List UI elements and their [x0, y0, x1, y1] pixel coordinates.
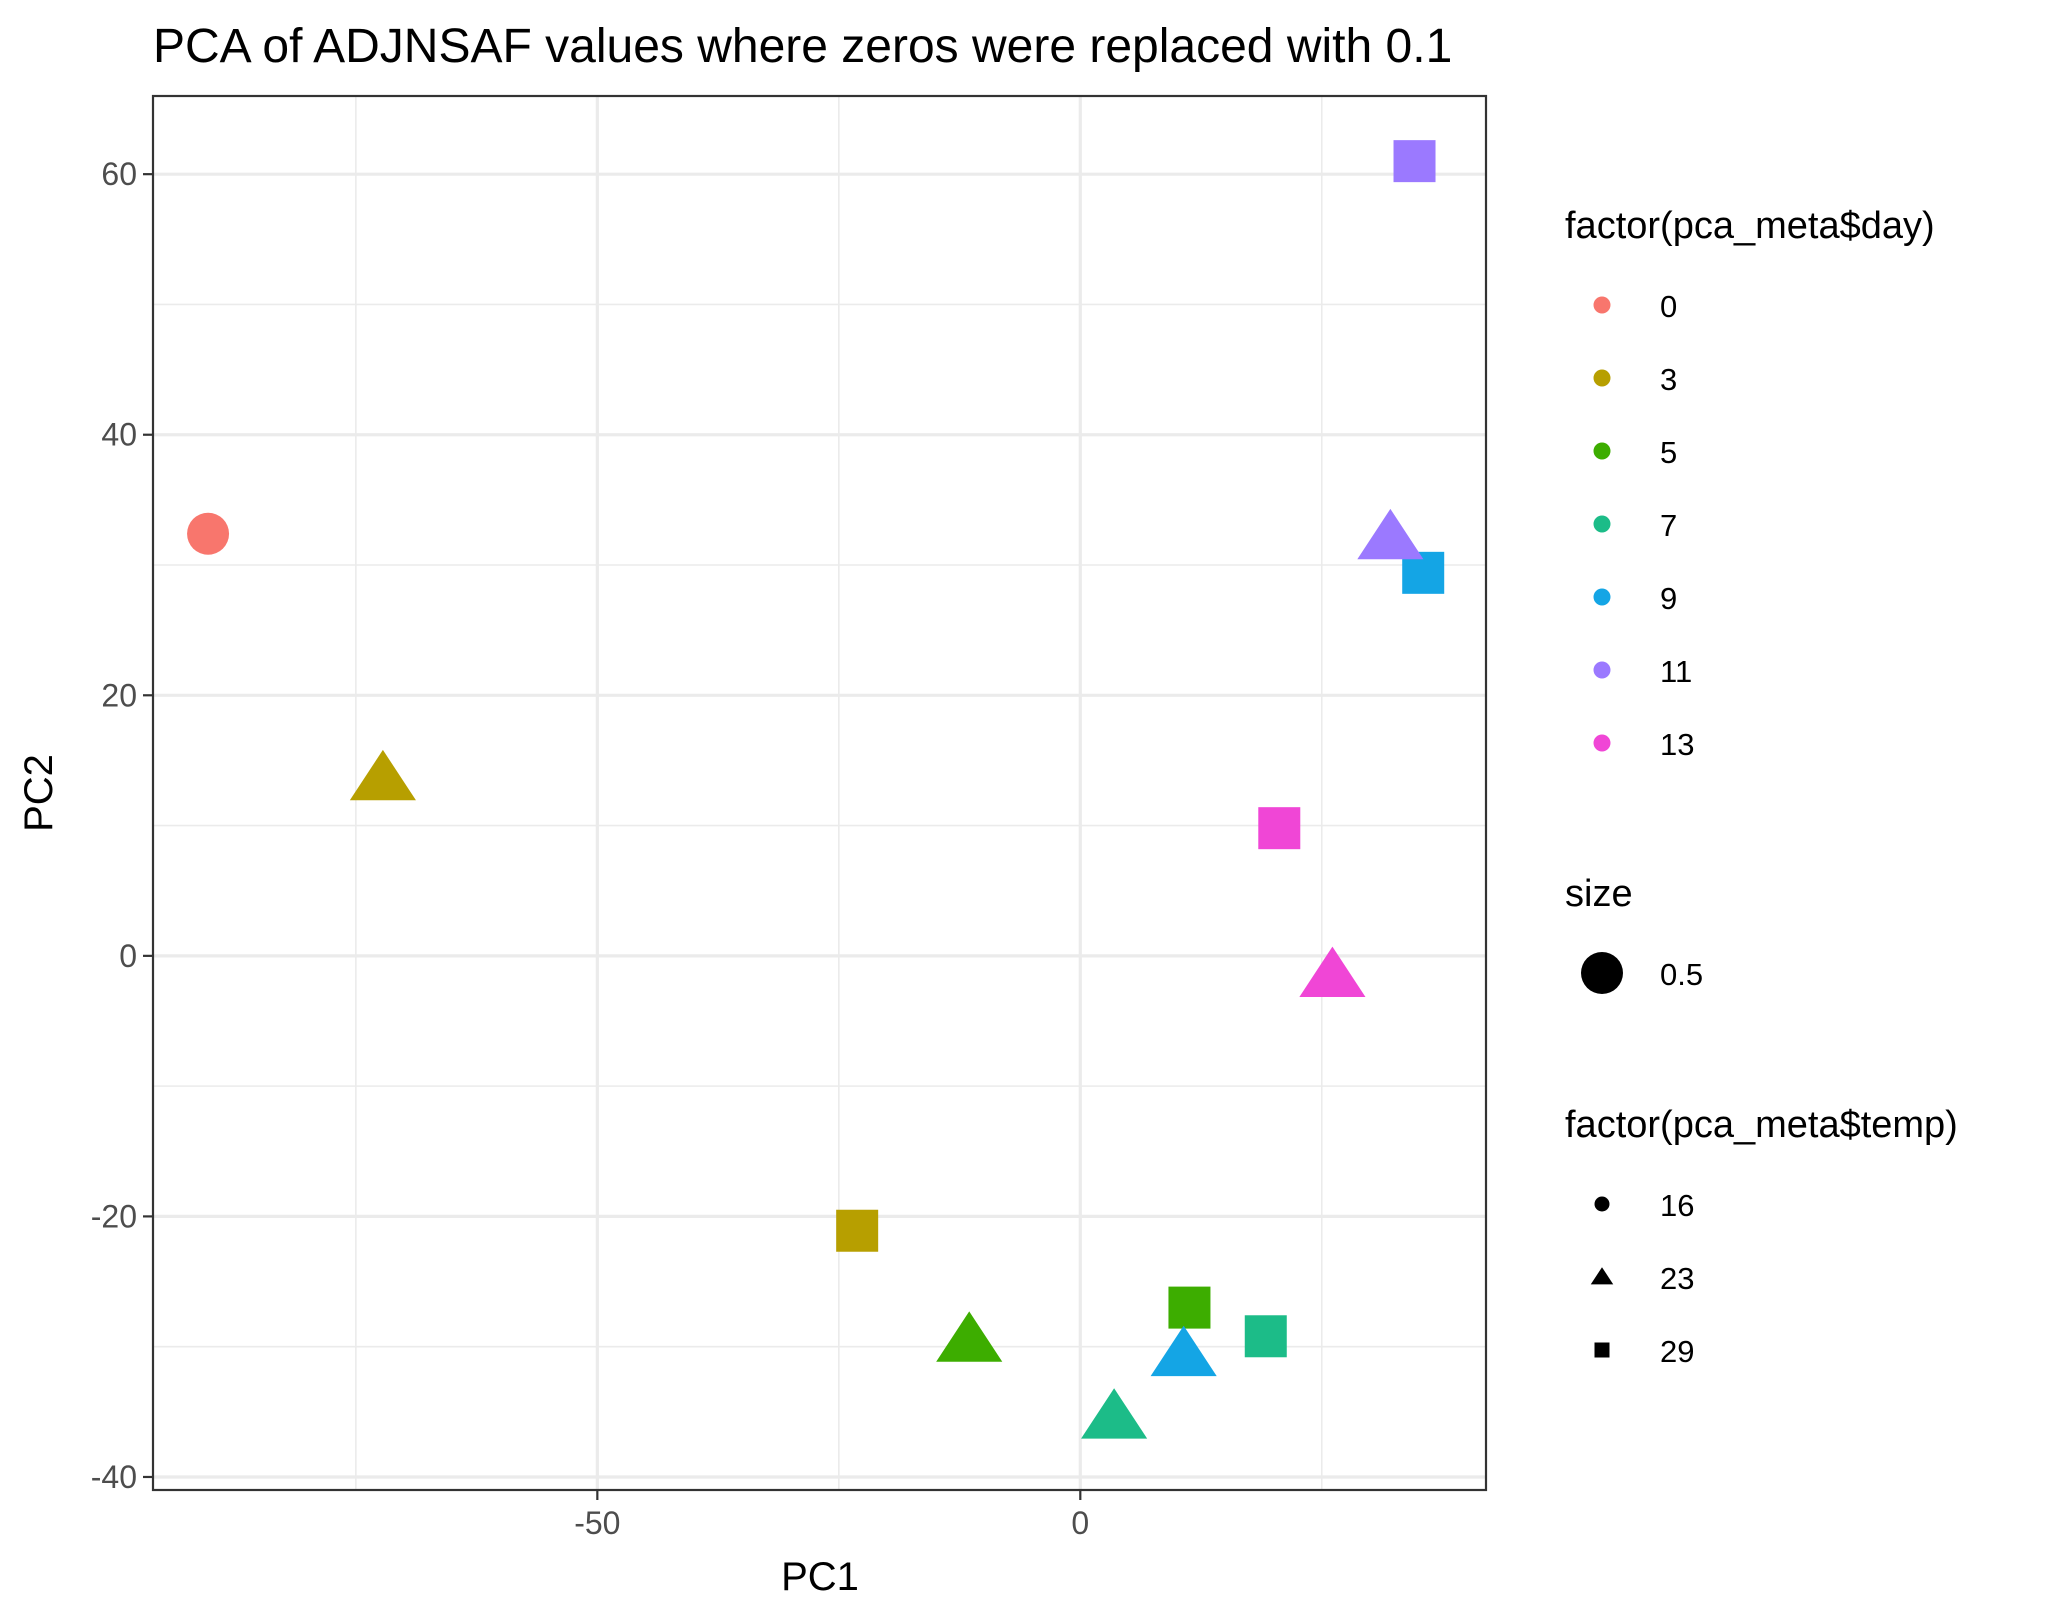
legend-title: factor(pca_meta$temp)	[1565, 1104, 1958, 1146]
legend-item-label: 13	[1660, 727, 1694, 762]
data-point-day-0-temp-16	[187, 512, 230, 555]
legend-key-day-11	[1593, 661, 1611, 679]
x-tick-label: -50	[574, 1505, 620, 1541]
chart-title: PCA of ADJNSAF values where zeros were r…	[153, 20, 1452, 73]
data-point-day-3-temp-23	[349, 749, 416, 801]
data-point-day-13-temp-29	[1258, 807, 1301, 850]
plot-panel-border	[151, 94, 1488, 1492]
major-gridlines	[153, 96, 1486, 1490]
y-tick-label: 0	[119, 938, 137, 974]
legend-item-label: 0	[1660, 289, 1677, 324]
legend-item-label: 5	[1660, 435, 1677, 470]
data-point-day-13-temp-23	[1299, 946, 1366, 997]
data-point-day-5-temp-23	[936, 1311, 1003, 1362]
y-tick-label: 40	[101, 417, 137, 453]
legend: factor(pca_meta$day) 0 3 5 7 9 11 13 size 0.5 fact…	[1565, 205, 1958, 1369]
y-tick-label: -40	[91, 1459, 137, 1495]
legend-item-label: 23	[1660, 1261, 1694, 1296]
x-tick-label: 0	[1071, 1505, 1089, 1541]
legend-title: size	[1565, 873, 1633, 915]
legend-key-day-5	[1593, 442, 1611, 460]
legend-key-temp-16	[1594, 1196, 1610, 1212]
legend-key-day-13	[1593, 734, 1611, 752]
y-axis-title: PC2	[17, 754, 61, 832]
data-point-day-11-temp-23	[1357, 508, 1424, 560]
legend-key-day-9	[1593, 588, 1611, 606]
legend-item-label: 29	[1660, 1334, 1694, 1369]
y-tick-label: 60	[101, 156, 137, 192]
y-axis-ticks: -40 -20 0 20 40 60	[91, 156, 153, 1495]
legend-key-size	[1581, 952, 1623, 994]
y-tick-label: -20	[91, 1198, 137, 1234]
legend-key-day-7	[1593, 515, 1611, 533]
data-point-day-3-temp-29	[836, 1209, 879, 1252]
legend-item-label: 7	[1660, 508, 1677, 543]
data-point-day-11-temp-29	[1393, 140, 1436, 183]
data-point-day-5-temp-29	[1168, 1286, 1211, 1329]
legend-key-temp-29	[1594, 1342, 1610, 1358]
x-axis-ticks: -50 0	[574, 1490, 1089, 1541]
data-point-day-9-temp-23	[1150, 1325, 1217, 1377]
legend-key-day-0	[1593, 296, 1611, 314]
legend-item-label: 0.5	[1660, 957, 1703, 992]
legend-item-label: 9	[1660, 581, 1677, 616]
legend-title: factor(pca_meta$day)	[1565, 205, 1935, 247]
legend-key-day-3	[1593, 369, 1611, 387]
data-point-day-7-temp-23	[1081, 1388, 1148, 1439]
x-axis-title: PC1	[781, 1555, 859, 1599]
legend-item-label: 11	[1660, 654, 1692, 689]
legend-key-temp-23	[1590, 1267, 1614, 1285]
data-point-day-7-temp-29	[1244, 1315, 1287, 1358]
data-points	[187, 140, 1445, 1439]
y-tick-label: 20	[101, 677, 137, 713]
legend-item-label: 3	[1660, 362, 1677, 397]
legend-item-label: 16	[1660, 1188, 1694, 1223]
